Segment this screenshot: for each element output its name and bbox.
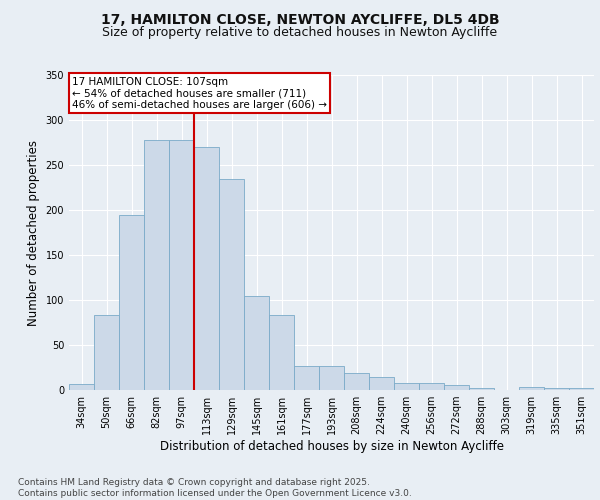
Bar [220, 178, 244, 390]
Text: 17 HAMILTON CLOSE: 107sqm
← 54% of detached houses are smaller (711)
46% of semi: 17 HAMILTON CLOSE: 107sqm ← 54% of detac… [71, 76, 326, 110]
Bar [70, 384, 94, 390]
Bar [119, 214, 143, 390]
Bar [469, 388, 494, 390]
Bar [269, 316, 293, 390]
X-axis label: Distribution of detached houses by size in Newton Aycliffe: Distribution of detached houses by size … [160, 440, 503, 453]
Bar [344, 373, 368, 390]
Bar [544, 388, 569, 390]
Text: 17, HAMILTON CLOSE, NEWTON AYCLIFFE, DL5 4DB: 17, HAMILTON CLOSE, NEWTON AYCLIFFE, DL5… [101, 12, 499, 26]
Bar [419, 383, 443, 390]
Y-axis label: Number of detached properties: Number of detached properties [27, 140, 40, 326]
Bar [145, 140, 169, 390]
Bar [295, 366, 319, 390]
Bar [194, 147, 218, 390]
Bar [370, 378, 394, 390]
Bar [445, 384, 469, 390]
Bar [169, 140, 194, 390]
Bar [94, 316, 119, 390]
Bar [394, 383, 419, 390]
Bar [244, 296, 269, 390]
Text: Contains HM Land Registry data © Crown copyright and database right 2025.
Contai: Contains HM Land Registry data © Crown c… [18, 478, 412, 498]
Bar [569, 388, 593, 390]
Bar [319, 366, 344, 390]
Bar [520, 388, 544, 390]
Text: Size of property relative to detached houses in Newton Aycliffe: Size of property relative to detached ho… [103, 26, 497, 39]
